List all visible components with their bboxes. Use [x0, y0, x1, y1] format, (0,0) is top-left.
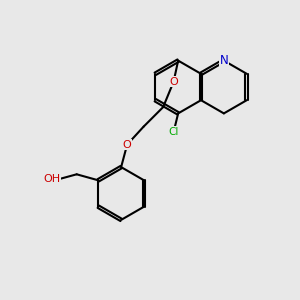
Text: OH: OH — [43, 174, 60, 184]
Text: Cl: Cl — [168, 127, 179, 137]
Text: O: O — [123, 140, 131, 150]
Text: O: O — [169, 76, 178, 87]
Text: N: N — [220, 54, 228, 67]
